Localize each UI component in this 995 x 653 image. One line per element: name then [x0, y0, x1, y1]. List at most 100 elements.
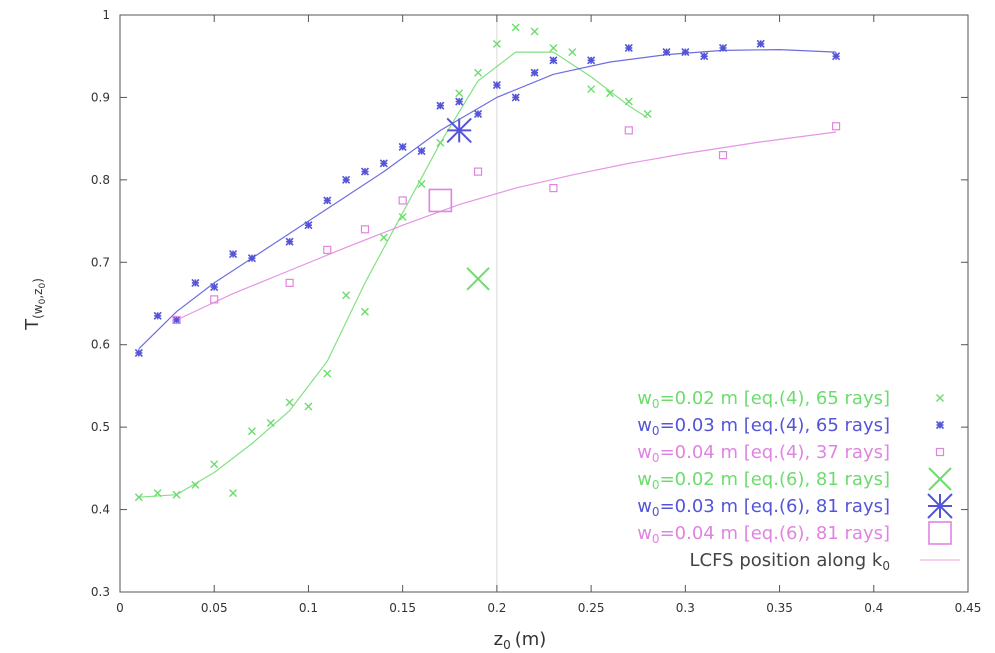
- point-series-2: [473, 109, 483, 118]
- point-series-1-stroke: [360, 307, 369, 316]
- legend-label-prefix: w: [637, 415, 652, 436]
- x-axis-title-sub: 0: [503, 638, 511, 652]
- point-series-3: [285, 278, 294, 287]
- point-series-1-stroke: [587, 85, 596, 94]
- point-series-1-stroke: [398, 212, 407, 221]
- point-series-2: [662, 48, 671, 57]
- x-tick-label: 0.3: [676, 601, 695, 615]
- point-series-1: [191, 480, 200, 489]
- point-series-1: [455, 89, 464, 98]
- point-series-1-stroke: [568, 48, 577, 57]
- point-series-3: [172, 315, 181, 325]
- point-series-1: [323, 369, 332, 378]
- point-series-2: [191, 278, 200, 287]
- point-series-3-stroke: [473, 167, 483, 176]
- point-series-2: [587, 56, 596, 65]
- point-series-1-stroke: [323, 369, 332, 378]
- point-series-5: [446, 117, 472, 144]
- point-series-3-stroke: [398, 196, 407, 205]
- point-series-1: [530, 27, 539, 36]
- point-series-3-stroke: [172, 315, 181, 325]
- legend-marker-series-4: [928, 467, 952, 491]
- legend-label-rest: =0.02 m [eq.(4), 65 rays]: [660, 388, 890, 409]
- y-axis-title-sub: (w: [31, 304, 45, 319]
- point-series-1-stroke: [285, 398, 294, 407]
- legend-label-rest: =0.04 m [eq.(6), 81 rays]: [660, 523, 890, 544]
- legend-label-sub: 0: [652, 397, 660, 411]
- x-axis-title-unit: (m): [515, 629, 547, 650]
- point-series-2: [718, 43, 728, 53]
- legend-marker-series-4-stroke: [928, 467, 952, 491]
- point-series-1-stroke: [436, 138, 445, 147]
- point-series-3-stroke: [285, 278, 294, 287]
- point-series-1-stroke: [474, 68, 483, 77]
- point-series-1: [304, 402, 313, 411]
- point-series-1: [511, 23, 520, 32]
- point-series-2: [379, 159, 388, 168]
- point-series-1-stroke: [605, 89, 614, 98]
- point-series-1: [153, 489, 162, 498]
- plot-frame: [119, 14, 969, 593]
- point-series-2: [342, 175, 351, 184]
- legend-label-sub: 0: [652, 532, 660, 546]
- point-series-1: [172, 490, 181, 499]
- x-tick-label: 0.25: [578, 601, 605, 615]
- legend-marker-series-3-stroke: [935, 447, 945, 457]
- legend: w0=0.02 m [eq.(4), 65 rays]w0=0.03 m [eq…: [637, 388, 960, 573]
- point-series-3: [473, 167, 483, 176]
- point-series-1: [643, 109, 652, 118]
- point-series-2: [134, 348, 143, 358]
- point-series-2: [360, 167, 370, 176]
- legend-label-prefix: w: [637, 469, 652, 490]
- y-tick-label: 0.5: [91, 420, 110, 434]
- point-series-2: [229, 249, 238, 259]
- point-series-3: [398, 196, 407, 205]
- point-series-3-stroke: [624, 126, 633, 135]
- legend-marker-series-6-stroke: [928, 521, 952, 545]
- point-series-1-stroke: [624, 97, 633, 106]
- legend-label-prefix: w: [637, 523, 652, 544]
- x-tick-label: 0.1: [299, 601, 318, 615]
- x-axis-title-main: z: [494, 629, 503, 650]
- point-series-2: [756, 39, 765, 48]
- point-series-3-stroke: [323, 245, 332, 255]
- point-series-1-stroke: [304, 402, 313, 411]
- point-series-2: [153, 311, 162, 320]
- point-series-2: [492, 80, 501, 90]
- point-series-2: [832, 52, 841, 61]
- point-series-1: [568, 48, 577, 57]
- legend-label-lcfs-main: LCFS position along k: [690, 550, 883, 571]
- y-tick-label: 0.3: [91, 585, 110, 599]
- point-series-1: [379, 233, 388, 242]
- point-series-2: [436, 101, 445, 110]
- point-series-1: [474, 68, 483, 77]
- legend-label-series-6: w0=0.04 m [eq.(6), 81 rays]: [637, 523, 890, 546]
- legend-label-series-3: w0=0.04 m [eq.(4), 37 rays]: [637, 442, 890, 465]
- axis-ticks: 0 0.05 0.1 0.15 0.2 0.25 0.3 0.35 0.4 0.45 0.3 0.4 0…: [91, 8, 981, 615]
- point-series-1-stroke: [342, 291, 351, 300]
- fit-curve-series-3: [176, 131, 837, 321]
- point-series-2: [398, 142, 407, 151]
- point-series-1-stroke: [643, 109, 652, 118]
- point-series-2: [511, 93, 520, 102]
- point-series-2: [247, 254, 256, 263]
- point-series-1-stroke: [492, 39, 501, 48]
- legend-marker-series-6: [928, 521, 952, 545]
- point-series-2: [285, 237, 294, 246]
- point-series-3: [210, 295, 219, 304]
- y-axis-title-main: T: [22, 318, 43, 331]
- x-tick-label: 0.15: [389, 601, 416, 615]
- point-series-3: [323, 245, 332, 255]
- point-series-1: [587, 85, 596, 94]
- point-series-1: [624, 97, 633, 106]
- y-tick-label: 0.4: [91, 503, 110, 517]
- x-tick-label: 0.4: [864, 601, 883, 615]
- point-series-1: [266, 419, 275, 428]
- legend-label-rest: =0.03 m [eq.(6), 81 rays]: [660, 496, 890, 517]
- legend-marker-series-1-stroke: [936, 394, 944, 402]
- point-series-1: [492, 39, 501, 48]
- point-series-2: [549, 56, 558, 65]
- y-tick-label: 0.9: [91, 90, 110, 104]
